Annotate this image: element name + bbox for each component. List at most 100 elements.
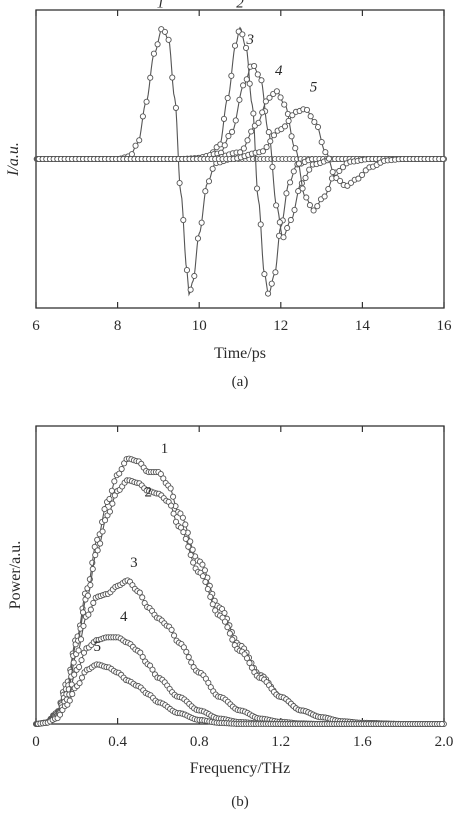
panel-a-x-tick-label: 16 xyxy=(437,318,453,334)
panel-a-series-2-point xyxy=(246,80,253,87)
panel-a-series-1-point xyxy=(169,74,176,81)
panel-a-series-1-point xyxy=(165,36,172,43)
panel-a-series-4-point xyxy=(259,109,266,116)
panel-a-series-2-point xyxy=(242,44,250,51)
panel-a-caption: (a) xyxy=(232,374,249,390)
panel-a-series-3-point xyxy=(287,216,294,224)
panel-a-series-3-point xyxy=(243,76,250,83)
panel-a-series-1-point xyxy=(187,286,194,293)
panel-a-series-1-point xyxy=(147,74,154,81)
panel-b-series-5-point xyxy=(56,711,64,718)
panel-b-series-3-point xyxy=(180,644,187,651)
panel-a-x-tick-label: 8 xyxy=(114,318,122,334)
panel-b-series-1-point xyxy=(160,475,167,482)
panel-b-series-1-point xyxy=(101,506,108,513)
panel-a-series-5-point xyxy=(311,118,318,126)
panel-a-series-5-point xyxy=(359,171,366,178)
panel-b-series-2-point xyxy=(180,529,187,536)
panel-b-series-2-point xyxy=(92,552,99,559)
panel-a-series-3-point xyxy=(225,132,232,140)
panel-a-series-4-point xyxy=(310,207,317,214)
panel-b-series-5-point xyxy=(78,674,86,681)
panel-a-curve-label-1: 1 xyxy=(157,0,165,11)
panel-b-series-3-point xyxy=(185,654,192,661)
panel-b-series-3-point xyxy=(75,647,82,654)
panel-a-series-4-point xyxy=(240,145,247,152)
panel-b-series-2-point xyxy=(168,502,175,509)
panel-a-series-3-point xyxy=(306,166,313,173)
panel-a-series-4-point xyxy=(292,145,299,152)
panel-b-series-3-point xyxy=(136,589,143,596)
panel-b-series-5-point xyxy=(76,680,83,687)
panel-b-series-3-point xyxy=(85,611,92,618)
panel-b-series-1-point xyxy=(108,487,115,494)
panel-a-series-2-point xyxy=(231,42,239,49)
panel-a-series-3-point xyxy=(236,96,243,103)
panel-a-series-4-point xyxy=(277,94,284,101)
panel-b-series-2-point xyxy=(106,508,113,515)
panel-b-caption: (b) xyxy=(231,794,249,810)
panel-a-x-tick-label: 14 xyxy=(355,318,371,334)
panel-b-x-axis-title: Frequency/THz xyxy=(190,760,290,777)
panel-b-curve-label-1: 1 xyxy=(161,441,169,457)
panel-b-series-2-point xyxy=(248,664,255,671)
panel-b-curve-label-2: 2 xyxy=(144,484,152,500)
panel-b-series-group xyxy=(32,455,447,728)
panel-b-y-axis-title: Power/a.u. xyxy=(7,541,24,609)
panel-b-series-2-point xyxy=(182,535,189,542)
panel-b-plot-frame xyxy=(35,425,445,725)
panel-a-series-2-point xyxy=(261,271,268,278)
panel-a-series-1-point xyxy=(194,235,202,242)
panel-a-series-5-point xyxy=(303,106,311,113)
panel-b-series-3-point xyxy=(77,636,85,643)
panel-a-series-3-point xyxy=(240,82,247,89)
panel-b-series-1-point xyxy=(170,493,177,500)
panel-b-series-1-point xyxy=(189,546,196,553)
panel-a-series-4-point xyxy=(266,94,273,101)
panel-b-curve-labels: 1 2 3 4 5 xyxy=(93,441,168,655)
panel-a-x-tick-label: 12 xyxy=(273,318,288,334)
panel-a-series-2-point xyxy=(290,168,297,175)
panel-b-x-ticks: 0 0.4 0.8 1.2 1.6 2.0 xyxy=(32,426,453,750)
panel-b-series-2-point xyxy=(101,517,109,524)
panel-b-series-1-line xyxy=(35,457,444,725)
panel-b-series-1-point xyxy=(118,465,125,473)
panel-b-curve-label-3: 3 xyxy=(130,555,138,571)
panel-a-x-tick-label: 6 xyxy=(32,318,40,334)
panel-a-series-4-point xyxy=(281,101,288,108)
panel-b-series-5-point xyxy=(438,720,445,728)
panel-a-series-3-point xyxy=(254,71,261,78)
panel-b-series-4-point xyxy=(149,666,156,673)
panel-a-series-5-point xyxy=(322,149,329,156)
panel-b-series-1-point xyxy=(167,485,174,492)
panel-a-series-3-point xyxy=(229,128,236,135)
panel-b-series-2-point xyxy=(221,618,229,625)
panel-a-series-5-point xyxy=(263,144,270,151)
panel-b-series-3-point xyxy=(80,622,87,630)
panel-a-series-3-point xyxy=(269,163,276,170)
panel-b-series-4-point xyxy=(139,653,146,660)
panel-a-series-1-point xyxy=(139,113,146,120)
panel-a-series-group xyxy=(33,26,448,297)
panel-b-series-1-point xyxy=(116,470,123,477)
panel-b-series-1-point xyxy=(182,521,189,528)
panel-a-series-1-point xyxy=(205,178,213,185)
panel-b-series-2-point xyxy=(202,578,209,585)
panel-b-series-1-point xyxy=(179,514,186,521)
panel-b-series-3-point xyxy=(188,659,195,666)
panel-b-series-2-point xyxy=(84,592,91,599)
panel-a-series-4-point xyxy=(306,202,313,209)
panel-b-series-1-point xyxy=(106,495,113,503)
panel-b-series-3-point xyxy=(90,599,97,606)
panel-a-series-4-point xyxy=(244,137,251,144)
panel-a-series-5-point xyxy=(318,139,325,146)
panel-a-series-2-point xyxy=(257,221,264,228)
panel-a-series-2-point xyxy=(220,115,228,122)
panel-b-series-2-point xyxy=(224,624,231,631)
panel-b-series-1-point xyxy=(187,538,194,545)
panel-b-frequency-domain-chart: 0 0.4 0.8 1.2 1.6 2.0 1 2 3 4 5 Frequency/THz Pow… xyxy=(7,425,453,810)
panel-a-series-4-point xyxy=(262,98,269,105)
panel-b-x-tick-label: 1.6 xyxy=(353,734,372,750)
panel-b-x-tick-label: 0 xyxy=(32,734,40,750)
